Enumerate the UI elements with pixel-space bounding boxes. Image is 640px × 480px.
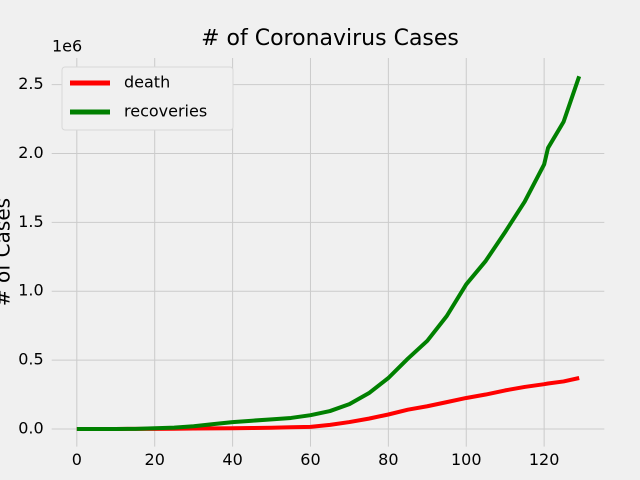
- x-tick-label: 60: [300, 450, 320, 469]
- x-tick-label: 20: [145, 450, 165, 469]
- y-tick-label: 1.0: [18, 281, 43, 300]
- y-offset-label: 1e6: [52, 37, 82, 56]
- x-tick-label: 40: [222, 450, 242, 469]
- legend-label: death: [124, 73, 170, 92]
- y-tick-label: 2.0: [18, 143, 43, 162]
- chart-title: # of Coronavirus Cases: [201, 26, 459, 51]
- data-line: [76, 75, 582, 431]
- x-tick-label: 120: [529, 450, 560, 469]
- legend-label: recoveries: [124, 102, 207, 121]
- x-tick-label: 100: [451, 450, 482, 469]
- y-tick-label: 0.5: [18, 350, 43, 369]
- x-tick-label: 0: [72, 450, 82, 469]
- x-axis-label: Days Since 1/22/2020: [220, 477, 439, 480]
- y-tick-label: 2.5: [18, 74, 43, 93]
- y-tick-label: 0.0: [18, 418, 43, 437]
- y-tick-label: 1.5: [18, 212, 43, 231]
- y-axis-label: # of Cases: [0, 198, 15, 306]
- x-tick-label: 80: [378, 450, 398, 469]
